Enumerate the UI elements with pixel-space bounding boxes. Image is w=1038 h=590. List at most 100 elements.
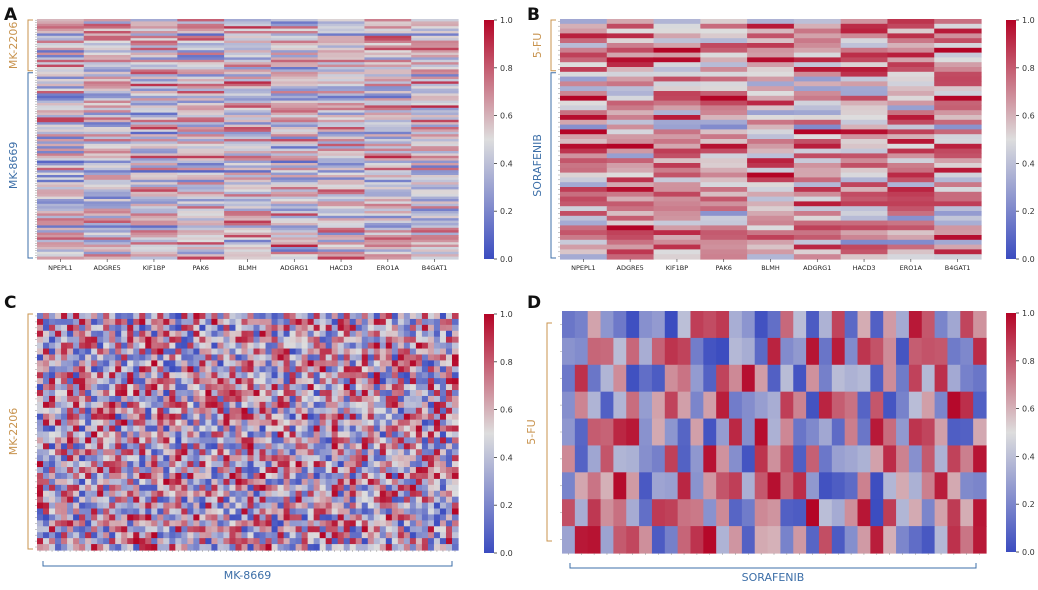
heatmap-cell (439, 437, 447, 444)
heatmap-cell (840, 167, 889, 174)
heatmap-cell (169, 526, 176, 533)
heatmap-cell (349, 496, 357, 504)
heatmap-cell (157, 407, 164, 415)
heatmap-cell (163, 401, 170, 409)
heatmap-cell (349, 378, 357, 385)
heatmap-cell (121, 443, 128, 450)
heatmap-cell (373, 526, 381, 533)
heatmap-cell (729, 364, 743, 393)
heatmap-cell (37, 71, 85, 75)
heatmap-cell (433, 384, 441, 391)
heatmap-cell (747, 19, 795, 25)
heatmap-cell (115, 407, 122, 415)
heatmap-cell (73, 407, 80, 415)
heatmap-cell (37, 177, 85, 181)
heatmap-cell (747, 239, 795, 246)
heatmap-cell (439, 324, 447, 332)
heatmap-cell (818, 311, 833, 339)
heatmap-cell (700, 33, 748, 39)
heatmap-cell (626, 445, 640, 473)
heatmap-cell (55, 496, 62, 504)
heatmap-cell (37, 247, 85, 250)
colorbar-tick-label: 0.2 (500, 207, 513, 216)
heatmap-cell (411, 64, 459, 68)
heatmap-cell (397, 467, 405, 474)
heatmap-cell (411, 74, 459, 78)
heatmap-cell (411, 230, 459, 234)
heatmap-cell (325, 395, 333, 403)
heatmap-cell (193, 496, 200, 504)
heatmap-cell (67, 484, 74, 492)
heatmap-cell (289, 390, 297, 397)
heatmap-cell (83, 69, 132, 73)
heatmap-cell (83, 189, 132, 193)
heatmap-cell (397, 348, 405, 356)
heatmap-cell (317, 64, 366, 68)
heatmap-cell (560, 230, 608, 236)
heatmap-cell (229, 318, 237, 326)
heatmap-cell (67, 502, 74, 510)
heatmap-cell (270, 172, 319, 176)
heatmap-cell (241, 378, 249, 385)
heatmap-cell (127, 443, 134, 450)
heatmap-cell (247, 538, 255, 545)
heatmap-cell (451, 532, 459, 539)
heatmap-cell (373, 342, 381, 350)
heatmap-cell (37, 324, 44, 332)
heatmap-cell (169, 401, 176, 409)
heatmap-cell (253, 508, 261, 516)
heatmap-cell (747, 38, 795, 44)
heatmap-cell (157, 419, 164, 427)
heatmap-cell (265, 354, 273, 361)
heatmap-cell (115, 419, 122, 427)
heatmap-cell (253, 401, 261, 409)
heatmap-cell (562, 445, 576, 473)
heatmap-cell (145, 472, 152, 480)
heatmap-cell (445, 478, 453, 486)
heatmap-cell (139, 348, 146, 356)
heatmap-cell (355, 401, 363, 409)
heatmap-cell (301, 455, 309, 462)
heatmap-cell (163, 490, 170, 498)
heatmap-cell (37, 390, 44, 397)
heatmap-cell (151, 372, 158, 379)
heatmap-cell (840, 235, 889, 241)
heatmap-cell (887, 158, 935, 164)
heatmap-cell (103, 496, 110, 504)
heatmap-cell (83, 105, 132, 109)
heatmap-cell (574, 499, 589, 527)
heatmap-cell (364, 232, 412, 236)
heatmap-cell (361, 384, 369, 391)
heatmap-cell (397, 354, 405, 361)
heatmap-cell (626, 311, 640, 339)
heatmap-cell (97, 419, 104, 427)
heatmap-cell (205, 472, 213, 480)
heatmap-cell (130, 163, 178, 166)
heatmap-cell (606, 23, 655, 30)
heatmap-cell (887, 67, 935, 73)
heatmap-cell (301, 484, 309, 492)
heatmap-cell (177, 201, 225, 205)
heatmap-cell (130, 19, 178, 22)
heatmap-cell (307, 413, 315, 421)
heatmap-cell (415, 520, 423, 527)
heatmap-cell (217, 425, 225, 433)
heatmap-cell (49, 407, 56, 415)
heatmap-cell (747, 254, 795, 260)
heatmap-cell (127, 395, 134, 403)
heatmap-cell (277, 336, 285, 344)
heatmap-cell (145, 372, 152, 379)
heatmap-cell (177, 148, 225, 152)
heatmap-cell (121, 372, 128, 379)
heatmap-cell (270, 127, 319, 130)
heatmap-cell (61, 496, 68, 504)
heatmap-cell (289, 532, 297, 539)
heatmap-cell (700, 71, 748, 78)
heatmap-cell (793, 28, 842, 34)
heatmap-cell (403, 431, 411, 439)
heatmap-cell (600, 337, 614, 366)
heatmap-cell (331, 318, 339, 326)
heatmap-cell (415, 384, 423, 391)
